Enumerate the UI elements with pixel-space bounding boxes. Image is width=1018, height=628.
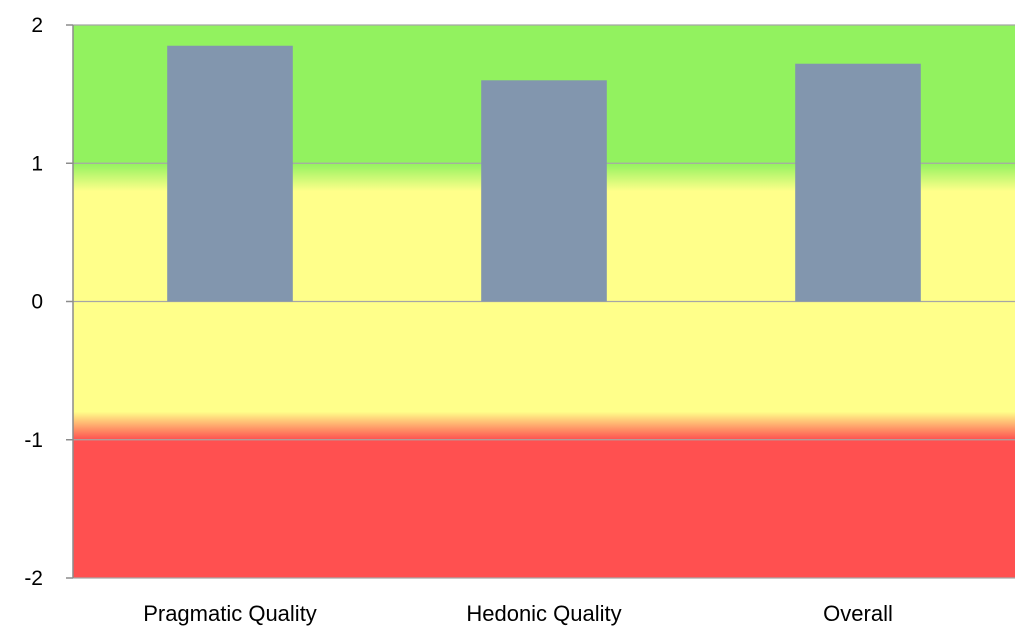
bar-overall <box>795 63 921 302</box>
y-tick-label: -1 <box>24 429 43 452</box>
axes <box>66 24 74 579</box>
bad-zone-band <box>73 439 1015 578</box>
bars <box>167 45 921 302</box>
band-transition-bottom <box>73 411 1015 440</box>
category-label: Pragmatic Quality <box>143 601 317 626</box>
category-label: Hedonic Quality <box>466 601 621 626</box>
category-label: Overall <box>823 601 893 626</box>
y-tick-labels: 2 1 0 -1 -2 <box>24 14 43 590</box>
bar-hedonic-quality <box>481 80 607 302</box>
bar-pragmatic-quality <box>167 45 293 302</box>
y-tick-label: 0 <box>31 291 43 314</box>
y-tick-label: 2 <box>31 14 43 37</box>
y-tick-label: -2 <box>24 567 43 590</box>
y-tick-label: 1 <box>31 152 43 175</box>
category-labels: Pragmatic Quality Hedonic Quality Overal… <box>143 601 893 626</box>
